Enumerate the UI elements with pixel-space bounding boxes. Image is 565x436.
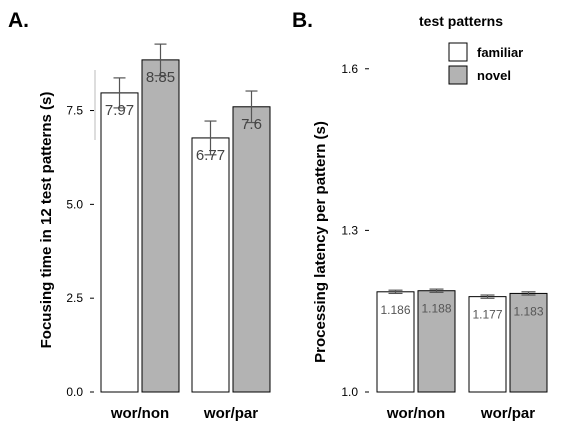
panel-b-label: B. <box>292 9 313 32</box>
bar-value-label: 8.85 <box>146 69 175 86</box>
y-tick-label: 1.6 <box>341 62 358 76</box>
bar-familiar <box>191 137 230 393</box>
x-category-label: wor/non <box>386 405 445 422</box>
bar-familiar <box>100 92 139 393</box>
bar-value-label: 1.177 <box>472 308 502 322</box>
bar-novel <box>232 106 271 393</box>
bar-value-label: 1.188 <box>421 302 451 316</box>
y-tick-label: 2.5 <box>66 291 83 305</box>
panel-a-label: A. <box>8 9 29 32</box>
panel-b-plot: 1.0 1.3 1.6 1.186 1.188 wor/non 1.177 1.183 wor/… <box>341 62 548 422</box>
x-category-label: wor/par <box>480 405 535 422</box>
bar-value-label: 6.77 <box>196 147 225 164</box>
y-tick-label: 1.3 <box>341 223 358 237</box>
bar-novel <box>417 290 456 393</box>
panel-a-y-axis-title: Focusing time in 12 test patterns (s) <box>38 92 55 349</box>
bar-value-label: 1.186 <box>380 303 410 317</box>
bar-novel <box>141 59 180 393</box>
bar-value-label: 7.6 <box>241 116 262 133</box>
bar-familiar <box>468 296 507 393</box>
legend: test patterns familiar novel <box>419 13 523 85</box>
panel-b-y-axis-title: Processing latency per pattern (s) <box>312 121 329 363</box>
panel-a-plot: 0.0 2.5 5.0 7.5 7.97 8.85 wor/non 6.77 7.6 wor/pa… <box>66 43 271 422</box>
y-tick-label: 1.0 <box>341 385 358 399</box>
y-tick-label: 5.0 <box>66 197 83 211</box>
legend-swatch-novel <box>448 65 468 85</box>
legend-label-familiar: familiar <box>477 45 523 60</box>
legend-title: test patterns <box>419 13 503 29</box>
y-tick-label: 7.5 <box>66 104 83 118</box>
legend-swatch-familiar <box>448 42 468 62</box>
bar-value-label: 1.183 <box>513 304 543 318</box>
bar-value-label: 7.97 <box>105 102 134 119</box>
legend-label-novel: novel <box>477 68 511 83</box>
x-category-label: wor/non <box>110 405 169 422</box>
bar-familiar <box>376 291 415 393</box>
y-tick-label: 0.0 <box>66 385 83 399</box>
x-category-label: wor/par <box>203 405 258 422</box>
